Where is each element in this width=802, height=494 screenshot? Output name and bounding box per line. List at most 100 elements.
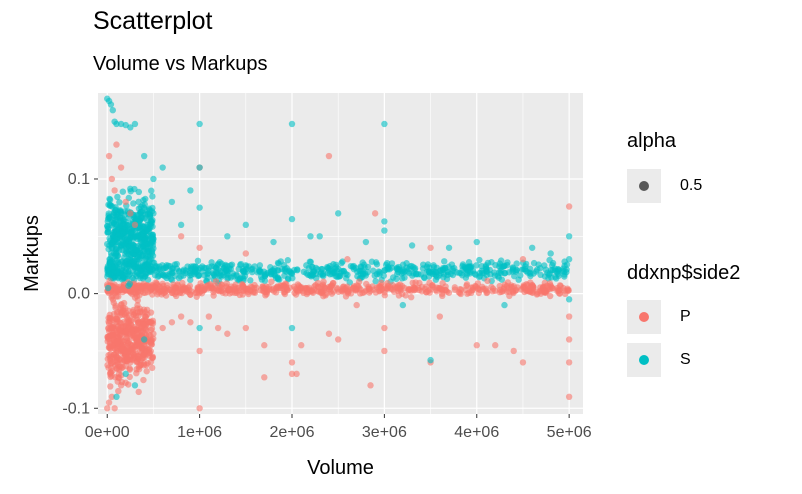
data-point-s [159, 164, 166, 171]
data-point-s [561, 271, 568, 278]
data-point-s [116, 199, 123, 206]
data-point-p [320, 278, 327, 285]
data-point-p [292, 285, 299, 293]
data-point-p [196, 244, 203, 251]
data-point-p [546, 292, 554, 300]
data-point-s [104, 215, 112, 223]
data-point-s [370, 267, 377, 274]
data-point-p [104, 405, 111, 412]
data-point-s [399, 301, 407, 309]
data-point-s [284, 257, 292, 264]
data-point-p [334, 336, 342, 343]
data-point-p [108, 393, 116, 401]
data-point-p [288, 359, 296, 366]
data-point-s [121, 211, 128, 218]
data-point-p [304, 286, 311, 293]
data-point-s [146, 236, 153, 243]
data-point-s [108, 221, 115, 229]
plot-panel [98, 93, 583, 414]
data-point-p [507, 284, 514, 291]
data-point-p [195, 289, 203, 297]
data-point-s [224, 233, 231, 240]
data-point-s [142, 253, 150, 260]
data-point-s [148, 250, 156, 257]
data-point-s [123, 236, 131, 244]
data-point-s [343, 275, 350, 282]
data-point-s [127, 230, 135, 237]
data-point-s [116, 260, 124, 268]
data-point-s [256, 266, 263, 273]
alpha-legend-title: alpha [627, 130, 676, 152]
color-legend-title: ddxnp$side2 [627, 262, 741, 284]
data-point-p [142, 344, 149, 351]
points-layer [104, 95, 573, 412]
data-point-s [451, 264, 458, 272]
alpha-legend-label: 0.5 [680, 177, 703, 194]
data-point-s [546, 256, 553, 264]
data-point-p [519, 256, 527, 263]
data-point-s [482, 263, 489, 271]
data-point-s [476, 256, 483, 264]
data-point-s [204, 269, 212, 277]
data-point-s [150, 210, 157, 217]
data-point-s [501, 301, 508, 309]
data-point-s [138, 230, 145, 238]
data-point-s [145, 264, 153, 271]
data-point-s [503, 261, 511, 269]
data-point-p [381, 324, 388, 332]
data-point-s [149, 193, 156, 200]
data-point-p [140, 376, 147, 384]
data-point-s [473, 262, 480, 269]
data-point-p [143, 282, 150, 289]
data-point-p [464, 290, 471, 297]
data-point-p [112, 302, 119, 309]
y-tick-label: 0.1 [68, 171, 90, 188]
data-point-p [131, 342, 139, 349]
data-point-s [208, 263, 216, 270]
data-point-p [131, 221, 139, 229]
data-point-p [224, 330, 231, 337]
data-point-p [137, 348, 144, 355]
data-point-p [565, 313, 573, 320]
data-point-s [242, 221, 250, 229]
data-point-s [294, 266, 301, 273]
data-point-s [307, 233, 314, 240]
data-point-s [563, 266, 570, 273]
data-point-s [122, 221, 129, 228]
data-point-s [288, 215, 296, 223]
data-point-s [135, 264, 142, 272]
data-point-s [110, 212, 117, 219]
data-point-p [187, 319, 194, 326]
data-point-s [333, 267, 341, 274]
color-legend-dot-p [639, 312, 649, 322]
data-point-s [247, 277, 254, 284]
data-point-s [430, 262, 437, 269]
data-point-s [417, 271, 425, 278]
data-point-p [321, 284, 328, 291]
data-point-s [132, 233, 139, 240]
data-point-p [159, 324, 166, 332]
data-point-p [562, 290, 569, 298]
data-point-s [196, 120, 203, 128]
chart-title: Scatterplot [93, 7, 213, 35]
data-point-s [371, 272, 378, 279]
data-point-s [225, 265, 233, 272]
data-point-s [362, 272, 369, 279]
data-point-p [159, 280, 166, 288]
alpha-legend-dot [639, 181, 649, 191]
data-point-s [372, 278, 379, 285]
data-point-s [116, 207, 124, 214]
data-point-p [105, 399, 113, 406]
data-point-s [150, 245, 157, 252]
data-point-p [133, 335, 140, 342]
data-point-p [514, 284, 521, 291]
data-point-p [355, 278, 363, 285]
data-point-p [410, 287, 418, 294]
data-point-s [149, 259, 156, 266]
data-point-s [193, 268, 200, 276]
data-point-p [117, 164, 125, 171]
data-point-s [316, 233, 323, 240]
data-point-s [166, 263, 174, 270]
data-point-p [108, 342, 116, 349]
data-point-s [439, 264, 447, 272]
